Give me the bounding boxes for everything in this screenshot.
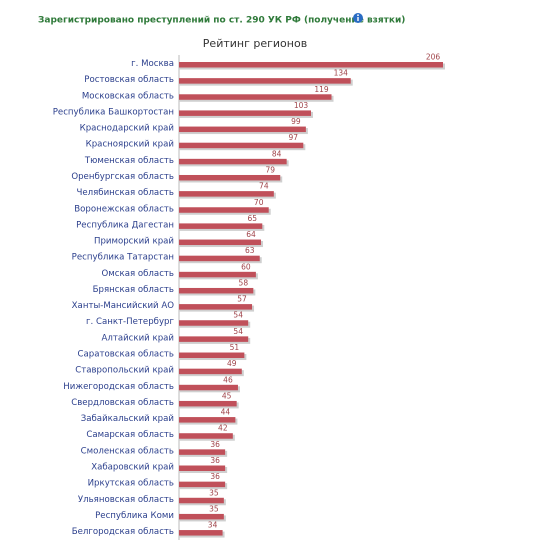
category-label: Тюменская область xyxy=(84,156,174,166)
value-label: 34 xyxy=(208,521,218,530)
bar xyxy=(179,320,249,326)
value-label: 70 xyxy=(254,198,264,207)
category-label: Смоленская область xyxy=(81,446,174,456)
bar xyxy=(179,497,224,504)
category-label: Приморский край xyxy=(94,237,174,247)
value-label: 79 xyxy=(265,165,275,174)
value-label: 54 xyxy=(233,311,243,320)
bar xyxy=(179,433,233,439)
category-label: Саратовская область xyxy=(77,350,174,360)
category-label: г. Санкт-Петербург xyxy=(86,317,174,327)
category-label: Краснодарский край xyxy=(80,124,174,134)
bar xyxy=(179,174,281,181)
category-label: Белгородская область xyxy=(72,527,174,537)
category-label: Нижегородская область xyxy=(63,382,174,392)
chart-title: Зарегистрировано преступлений по ст. 290… xyxy=(38,16,405,26)
bar xyxy=(179,530,223,536)
bar xyxy=(179,191,274,197)
category-label: Забайкальский край xyxy=(81,414,174,424)
value-label: 103 xyxy=(294,101,309,110)
bar xyxy=(179,223,263,229)
bar xyxy=(179,400,237,407)
bar xyxy=(179,158,287,165)
info-glyph xyxy=(357,17,359,21)
value-label: 36 xyxy=(210,456,220,465)
value-label: 65 xyxy=(248,214,258,223)
bar xyxy=(179,465,226,471)
bar xyxy=(179,449,226,455)
value-label: 44 xyxy=(221,408,231,417)
value-label: 57 xyxy=(237,295,247,304)
category-label: г. Москва xyxy=(131,59,174,69)
value-label: 63 xyxy=(245,246,255,255)
category-label: Оренбургская область xyxy=(71,172,174,182)
bar xyxy=(179,78,351,84)
value-label: 119 xyxy=(314,85,329,94)
bar xyxy=(179,271,256,278)
category-label: Свердловская область xyxy=(71,398,174,408)
bar xyxy=(179,352,245,359)
bar xyxy=(179,481,226,488)
bar xyxy=(179,368,242,375)
category-label: Челябинская область xyxy=(76,188,174,198)
value-label: 60 xyxy=(241,262,251,271)
value-label: 35 xyxy=(209,488,219,497)
bar xyxy=(179,62,443,68)
value-label: 42 xyxy=(218,424,228,433)
value-label: 134 xyxy=(334,69,349,78)
category-label: Ульяновская область xyxy=(78,495,174,505)
bar xyxy=(179,207,269,213)
category-label: Ростовская область xyxy=(84,75,174,85)
category-label: Республика Башкортостан xyxy=(53,107,174,117)
bar xyxy=(179,336,249,342)
bar xyxy=(179,94,332,100)
category-label: Алтайский край xyxy=(101,333,174,343)
value-label: 74 xyxy=(259,182,269,191)
value-label: 45 xyxy=(222,391,232,400)
category-label: Ставропольский край xyxy=(75,366,174,376)
category-label: Омская область xyxy=(102,269,174,279)
category-label: Хабаровский край xyxy=(91,463,174,473)
bar xyxy=(179,417,236,423)
value-label: 35 xyxy=(209,504,219,513)
category-label: Красноярский край xyxy=(86,140,174,150)
category-label: Брянская область xyxy=(93,285,174,295)
bar xyxy=(179,110,311,116)
category-label: Республика Татарстан xyxy=(72,253,174,263)
value-label: 84 xyxy=(272,149,282,158)
bar xyxy=(179,384,238,391)
value-label: 64 xyxy=(246,230,256,239)
info-dot xyxy=(357,14,359,17)
category-label: Республика Коми xyxy=(95,511,174,521)
bar xyxy=(179,304,253,310)
info-icon[interactable] xyxy=(353,13,363,23)
value-label: 58 xyxy=(239,278,249,287)
value-label: 99 xyxy=(291,117,301,126)
value-label: 36 xyxy=(210,440,220,449)
value-label: 97 xyxy=(289,133,299,142)
chart-subtitle: Рейтинг регионов xyxy=(203,37,307,50)
bar xyxy=(179,126,306,133)
category-label: Московская область xyxy=(82,91,174,101)
category-label: Самарская область xyxy=(86,430,174,440)
bar xyxy=(179,255,260,262)
category-label: Воронежская область xyxy=(74,204,174,214)
value-label: 36 xyxy=(210,472,220,481)
value-label: 54 xyxy=(233,327,243,336)
value-label: 206 xyxy=(426,53,441,62)
category-label: Ханты-Мансийский АО xyxy=(72,301,175,311)
category-label: Иркутская область xyxy=(88,479,174,489)
bar xyxy=(179,239,262,246)
bar xyxy=(179,142,304,149)
value-label: 49 xyxy=(227,359,237,368)
value-label: 51 xyxy=(230,343,240,352)
value-label: 46 xyxy=(223,375,233,384)
category-label: Республика Дагестан xyxy=(76,220,174,230)
bar xyxy=(179,513,224,520)
bar xyxy=(179,287,254,294)
